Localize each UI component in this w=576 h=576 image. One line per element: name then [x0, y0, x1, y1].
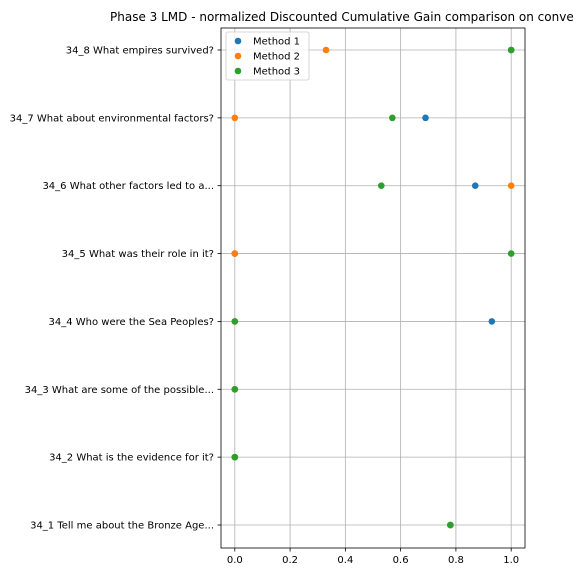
y-axis: 34_1 Tell me about the Bronze Age... 34_2…: [10, 46, 221, 532]
point-method-3: [507, 46, 515, 54]
x-tick-label: 0.8: [448, 555, 464, 566]
point-method-2: [322, 46, 330, 54]
x-tick-label: 0.4: [337, 555, 353, 566]
x-tick-label: 0.6: [393, 555, 409, 566]
x-axis: 0.0 0.2 0.4 0.6 0.8 1.0: [227, 548, 519, 566]
point-method-3: [231, 385, 239, 393]
point-method-3: [231, 318, 239, 325]
y-tick-label: 34_6 What other factors led to a...: [42, 181, 214, 192]
legend-marker: [234, 67, 242, 75]
y-tick-label: 34_4 Who were the Sea Peoples?: [49, 317, 214, 328]
x-tick-label: 1.0: [503, 555, 519, 566]
point-method-1: [488, 318, 496, 325]
data-points: [231, 46, 515, 529]
point-method-3: [377, 182, 385, 190]
grid: [221, 28, 525, 548]
point-method-2: [231, 114, 239, 122]
y-tick-label: 34_1 Tell me about the Bronze Age...: [30, 521, 214, 532]
point-method-3: [507, 250, 515, 257]
chart-title: Phase 3 LMD - normalized Discounted Cumu…: [110, 10, 574, 24]
plot-frame: [220, 27, 526, 549]
y-tick-label: 34_3 What are some of the possible...: [25, 385, 214, 396]
x-tick-label: 0.0: [227, 555, 243, 566]
point-method-3: [447, 521, 454, 529]
point-method-2: [507, 182, 515, 190]
point-method-1: [422, 114, 429, 122]
y-tick-label: 34_2 What is the evidence for it?: [49, 453, 214, 464]
y-tick-label: 34_5 What was their role in it?: [62, 249, 214, 260]
point-method-2: [231, 250, 239, 257]
legend-marker: [234, 37, 242, 45]
legend-label: Method 2: [253, 52, 300, 63]
x-tick-label: 0.2: [282, 555, 298, 566]
point-method-1: [471, 182, 479, 190]
point-method-3: [389, 114, 396, 122]
legend-label: Method 1: [253, 37, 300, 48]
y-tick-label: 34_8 What empires survived?: [66, 46, 214, 57]
y-tick-label: 34_7 What about environmental factors?: [10, 113, 214, 124]
point-method-3: [231, 453, 239, 461]
legend: Method 1 Method 2 Method 3: [225, 31, 310, 81]
legend-label: Method 3: [253, 67, 300, 78]
legend-marker: [234, 52, 242, 60]
legend-box: [225, 31, 310, 81]
